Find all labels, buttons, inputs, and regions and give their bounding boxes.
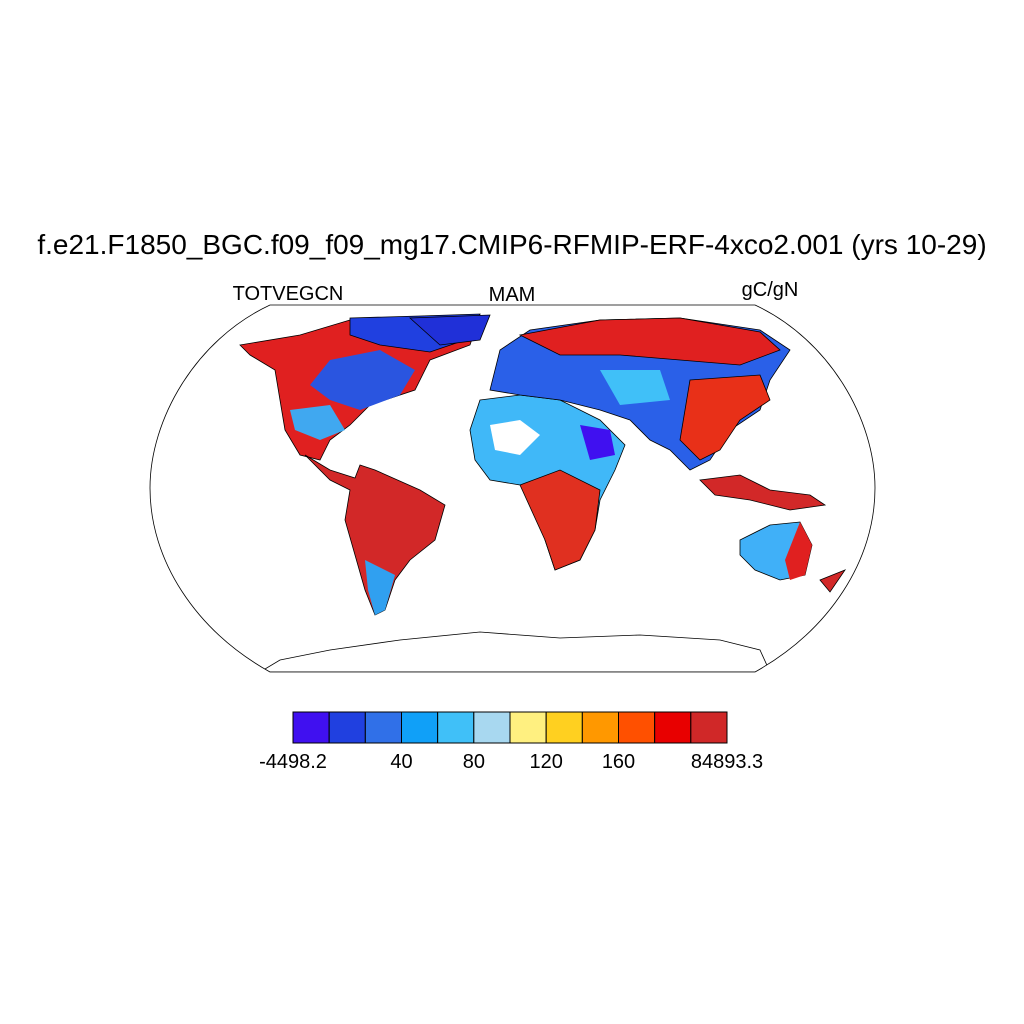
colorbar-box (437, 711, 475, 744)
colorbar-label: 160 (602, 751, 635, 773)
colorbar-box (401, 711, 439, 744)
map (149, 304, 876, 673)
colorbar-box (292, 711, 330, 744)
map-outline (149, 304, 876, 673)
colorbar-box (618, 711, 656, 744)
variable-label: TOTVEGCN (233, 283, 344, 305)
colorbar-label: 40 (390, 751, 412, 773)
colorbar-box (473, 711, 511, 744)
colorbar: -4498.2 40 80 120 160 84893.3 (259, 711, 763, 773)
colorbar-label: -4498.2 (259, 751, 327, 773)
colorbar-box (364, 711, 403, 744)
colorbar-box (690, 711, 728, 744)
colorbar-box (509, 711, 547, 744)
colorbar-box (581, 711, 619, 744)
season-label: MAM (489, 284, 536, 306)
units-label: gC/gN (742, 279, 799, 301)
colorbar-label: 80 (463, 751, 485, 773)
colorbar-label: 84893.3 (691, 751, 763, 773)
colorbar-box (654, 711, 692, 744)
colorbar-box (545, 711, 583, 744)
colorbar-label: 120 (529, 751, 562, 773)
colorbar-box (328, 711, 366, 744)
title: f.e21.F1850_BGC.f09_f09_mg17.CMIP6-RFMIP… (37, 229, 986, 260)
